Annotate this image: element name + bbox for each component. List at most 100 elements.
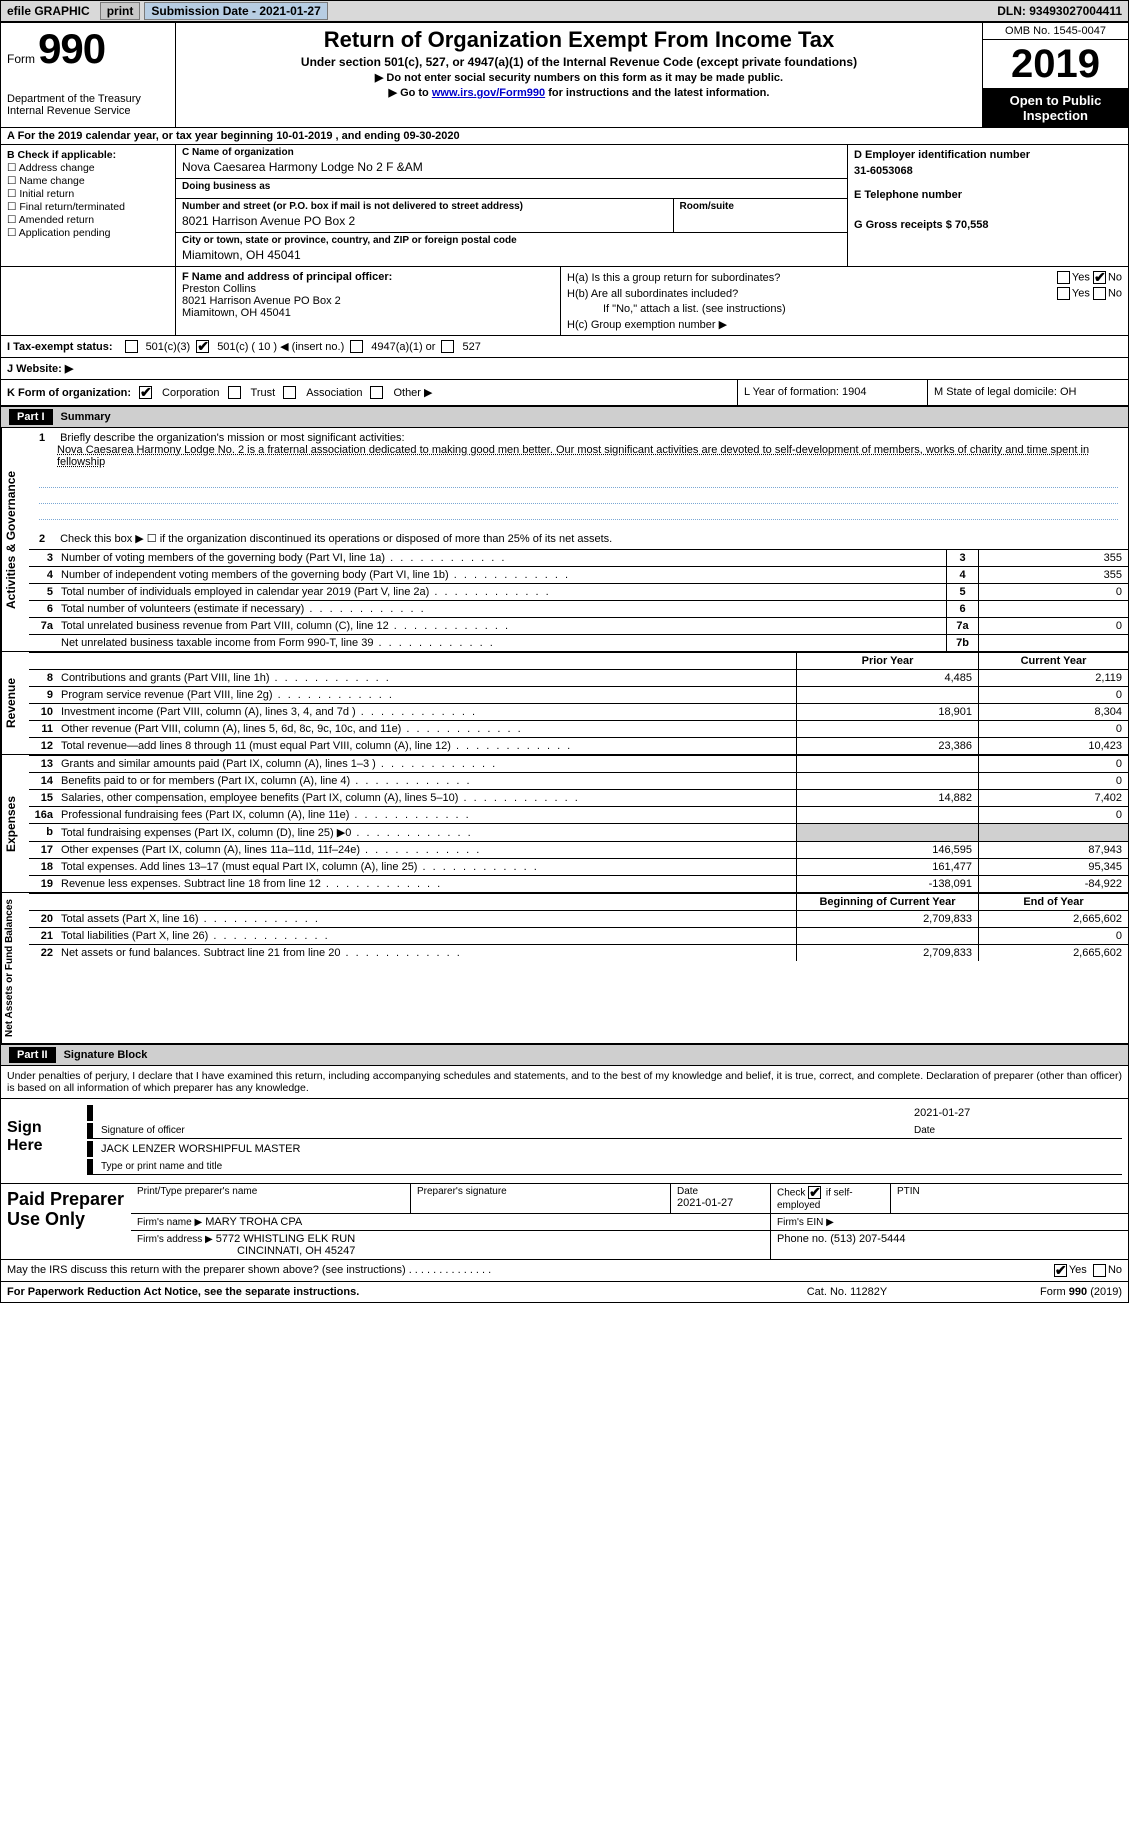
section-deg: D Employer identification number 31-6053… bbox=[848, 145, 1128, 266]
blank-line-3 bbox=[39, 506, 1118, 520]
signer-name: JACK LENZER WORSHIPFUL MASTER bbox=[101, 1143, 300, 1155]
table-row: 20Total assets (Part X, line 16)2,709,83… bbox=[29, 910, 1128, 927]
table-row: Net unrelated business taxable income fr… bbox=[29, 634, 1128, 651]
hc-label: H(c) Group exemption number ▶ bbox=[567, 318, 1122, 331]
ck-application-pending[interactable]: Application pending bbox=[7, 227, 169, 239]
sig-date-label: Date bbox=[914, 1125, 1114, 1136]
table-row: 4Number of independent voting members of… bbox=[29, 566, 1128, 583]
firm-ein-label: Firm's EIN ▶ bbox=[777, 1217, 834, 1228]
table-row: bTotal fundraising expenses (Part IX, co… bbox=[29, 823, 1128, 841]
footer-row: For Paperwork Reduction Act Notice, see … bbox=[1, 1282, 1128, 1302]
city-value: Miamitown, OH 45041 bbox=[182, 246, 841, 264]
part-2-header: Part IISignature Block bbox=[1, 1044, 1128, 1066]
ck-4947[interactable] bbox=[350, 340, 363, 353]
ck-corporation[interactable] bbox=[139, 386, 152, 399]
ck-address-change[interactable]: Address change bbox=[7, 162, 169, 174]
city-label: City or town, state or province, country… bbox=[182, 235, 841, 246]
activities-governance-block: Activities & Governance 1 Briefly descri… bbox=[1, 428, 1128, 652]
form-title: Return of Organization Exempt From Incom… bbox=[186, 27, 972, 53]
net-rows: 20Total assets (Part X, line 16)2,709,83… bbox=[29, 910, 1128, 961]
omb-number: OMB No. 1545-0047 bbox=[983, 23, 1128, 40]
table-row: 5Total number of individuals employed in… bbox=[29, 583, 1128, 600]
discuss-yes-checkbox[interactable] bbox=[1054, 1264, 1067, 1277]
bocy-header: Beginning of Current Year End of Year bbox=[29, 893, 1128, 910]
table-row: 3Number of voting members of the governi… bbox=[29, 549, 1128, 566]
officer-addr2: Miamitown, OH 45041 bbox=[182, 307, 554, 319]
part-1-tag: Part I bbox=[9, 409, 53, 425]
table-row: 14Benefits paid to or for members (Part … bbox=[29, 772, 1128, 789]
line-i-label: I Tax-exempt status: bbox=[7, 341, 113, 353]
ck-other[interactable] bbox=[370, 386, 383, 399]
irs-link[interactable]: www.irs.gov/Form990 bbox=[432, 87, 545, 99]
line-a: A For the 2019 calendar year, or tax yea… bbox=[1, 128, 1128, 145]
footer-mid: Cat. No. 11282Y bbox=[772, 1286, 922, 1298]
header-left: Form 990 Department of the Treasury Inte… bbox=[1, 23, 176, 127]
ck-self-employed[interactable] bbox=[808, 1186, 821, 1199]
hb-checks: Yes No bbox=[1057, 287, 1122, 300]
sub3-post: for instructions and the latest informat… bbox=[545, 87, 769, 99]
footer-right: Form 990 (2019) bbox=[922, 1286, 1122, 1298]
table-row: 15Salaries, other compensation, employee… bbox=[29, 789, 1128, 806]
footer-left: For Paperwork Reduction Act Notice, see … bbox=[7, 1286, 772, 1298]
tax-year: 2019 bbox=[983, 40, 1128, 89]
ck-trust[interactable] bbox=[228, 386, 241, 399]
table-row: 10Investment income (Part VIII, column (… bbox=[29, 703, 1128, 720]
table-row: 9Program service revenue (Part VIII, lin… bbox=[29, 686, 1128, 703]
dept-line1: Department of the Treasury bbox=[7, 93, 169, 105]
discuss-row: May the IRS discuss this return with the… bbox=[1, 1260, 1128, 1282]
submission-date-label: Submission Date - 2021-01-27 bbox=[144, 2, 327, 20]
hb-yes-checkbox[interactable] bbox=[1057, 287, 1070, 300]
table-row: 12Total revenue—add lines 8 through 11 (… bbox=[29, 737, 1128, 754]
officer-addr1: 8021 Harrison Avenue PO Box 2 bbox=[182, 295, 554, 307]
phone-label: E Telephone number bbox=[854, 189, 1122, 201]
table-row: 7aTotal unrelated business revenue from … bbox=[29, 617, 1128, 634]
mission-text: Nova Caesarea Harmony Lodge No. 2 is a f… bbox=[39, 444, 1118, 468]
part-2-tag: Part II bbox=[9, 1047, 56, 1063]
paid-r1c5: PTIN bbox=[897, 1186, 1122, 1197]
paid-r1c3-lab: Date bbox=[677, 1186, 764, 1197]
section-h: H(a) Is this a group return for subordin… bbox=[561, 267, 1128, 335]
form-number: 990 bbox=[38, 25, 105, 72]
section-b-spacer bbox=[1, 267, 176, 335]
ck-final-return[interactable]: Final return/terminated bbox=[7, 201, 169, 213]
ck-name-change[interactable]: Name change bbox=[7, 175, 169, 187]
paid-r1c1: Print/Type preparer's name bbox=[137, 1186, 404, 1197]
prior-year-hdr: Prior Year bbox=[796, 653, 978, 669]
discuss-no-checkbox[interactable] bbox=[1093, 1264, 1106, 1277]
hb-note: If "No," attach a list. (see instruction… bbox=[567, 303, 1122, 315]
ck-501c3[interactable] bbox=[125, 340, 138, 353]
expenses-block: Expenses 13Grants and similar amounts pa… bbox=[1, 755, 1128, 893]
table-row: 13Grants and similar amounts paid (Part … bbox=[29, 755, 1128, 772]
sig-officer-label: Signature of officer bbox=[101, 1125, 185, 1136]
hb-no-checkbox[interactable] bbox=[1093, 287, 1106, 300]
ck-501c[interactable] bbox=[196, 340, 209, 353]
firm-addr2: CINCINNATI, OH 45247 bbox=[137, 1245, 355, 1257]
section-c: C Name of organization Nova Caesarea Har… bbox=[176, 145, 848, 266]
paid-r1c3-val: 2021-01-27 bbox=[677, 1197, 764, 1209]
perjury-statement: Under penalties of perjury, I declare th… bbox=[1, 1066, 1128, 1099]
side-label-ag: Activities & Governance bbox=[1, 428, 29, 651]
header-middle: Return of Organization Exempt From Incom… bbox=[176, 23, 983, 127]
ck-association[interactable] bbox=[283, 386, 296, 399]
street-value: 8021 Harrison Avenue PO Box 2 bbox=[182, 212, 667, 230]
side-label-rev: Revenue bbox=[1, 652, 29, 754]
line-2: 2 Check this box ▶ ☐ if the organization… bbox=[29, 522, 1128, 549]
officer-label: F Name and address of principal officer: bbox=[182, 271, 554, 283]
ck-initial-return[interactable]: Initial return bbox=[7, 188, 169, 200]
section-f: F Name and address of principal officer:… bbox=[176, 267, 561, 335]
ha-checks: Yes No bbox=[1057, 271, 1122, 284]
ha-no-checkbox[interactable] bbox=[1093, 271, 1106, 284]
table-row: 21Total liabilities (Part X, line 26)0 bbox=[29, 927, 1128, 944]
ein-value: 31-6053068 bbox=[854, 165, 1122, 177]
line-l: L Year of formation: 1904 bbox=[738, 380, 928, 405]
part-1-header: Part ISummary bbox=[1, 406, 1128, 428]
room-label: Room/suite bbox=[680, 201, 842, 212]
line-1-brief: 1 Briefly describe the organization's mi… bbox=[29, 428, 1128, 472]
topbar: efile GRAPHIC print Submission Date - 20… bbox=[0, 0, 1129, 22]
print-button[interactable]: print bbox=[100, 2, 141, 20]
firm-addr1: 5772 WHISTLING ELK RUN bbox=[216, 1233, 355, 1245]
ck-527[interactable] bbox=[441, 340, 454, 353]
ck-amended-return[interactable]: Amended return bbox=[7, 214, 169, 226]
dba-value bbox=[182, 192, 841, 196]
ha-yes-checkbox[interactable] bbox=[1057, 271, 1070, 284]
